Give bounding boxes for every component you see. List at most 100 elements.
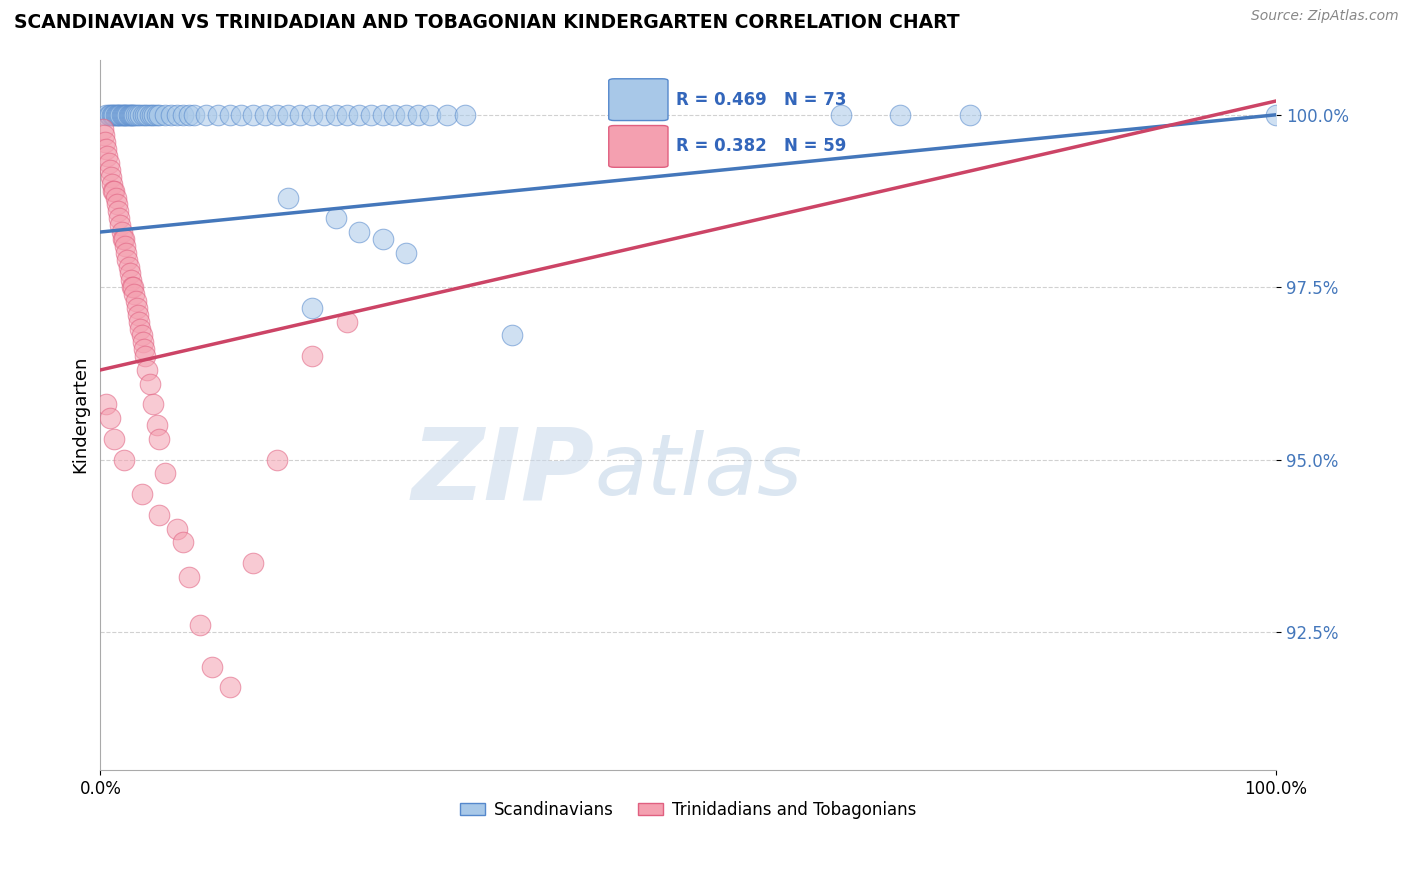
Point [395,108,418,122]
Point [141,108,163,122]
Point [132,343,155,357]
Point [112,452,135,467]
Point [110,108,132,122]
Point [436,108,458,122]
Point [103,432,125,446]
Text: Source: ZipAtlas.com: Source: ZipAtlas.com [1251,9,1399,23]
Point [97,108,120,122]
Text: ZIP: ZIP [411,423,595,520]
Point [125,301,148,315]
Point [114,239,136,253]
Point [107,108,129,122]
Point [120,273,142,287]
Point [325,108,347,122]
Point [207,108,229,122]
Point [103,184,125,198]
Point [138,376,160,391]
Point [96,108,118,122]
Point [105,108,128,122]
Point [1265,108,1288,122]
Point [253,108,276,122]
Point [138,108,160,122]
Point [347,225,370,239]
Point [110,218,132,232]
Point [108,211,131,226]
Text: SCANDINAVIAN VS TRINIDADIAN AND TOBAGONIAN KINDERGARTEN CORRELATION CHART: SCANDINAVIAN VS TRINIDADIAN AND TOBAGONI… [14,13,960,32]
Point [301,349,323,363]
Point [134,349,156,363]
Point [128,315,150,329]
Point [110,108,132,122]
Point [101,108,124,122]
Point [242,556,264,570]
Point [146,418,169,433]
Point [117,260,139,274]
Point [266,108,288,122]
Point [188,618,211,632]
Point [382,108,405,122]
Point [129,108,152,122]
Point [336,315,359,329]
Point [959,108,981,122]
Point [148,432,170,446]
Point [371,108,394,122]
Point [301,301,323,315]
Point [131,487,153,501]
Point [97,156,120,170]
Point [142,397,165,411]
Point [104,108,127,122]
Point [143,108,166,122]
Point [277,190,299,204]
Point [103,108,125,122]
Point [242,108,264,122]
Point [114,108,136,122]
Point [104,190,127,204]
Point [195,108,218,122]
Point [107,204,129,219]
Point [98,108,121,122]
Point [166,108,188,122]
Point [172,108,194,122]
Point [111,232,134,246]
Point [395,245,418,260]
Point [419,108,441,122]
Point [136,108,159,122]
Point [201,659,224,673]
Point [94,136,117,150]
Point [101,177,124,191]
Point [183,108,205,122]
Point [172,535,194,549]
Point [131,335,153,350]
Point [131,328,153,343]
Point [117,108,139,122]
Point [93,128,115,143]
Point [96,149,118,163]
Point [122,108,145,122]
Y-axis label: Kindergarten: Kindergarten [72,356,89,474]
Point [325,211,347,226]
Point [103,108,125,122]
Point [112,232,135,246]
Point [889,108,911,122]
Point [122,280,145,294]
Point [166,522,188,536]
Point [501,328,523,343]
Point [120,108,142,122]
Point [110,225,132,239]
Point [131,108,153,122]
Point [266,452,288,467]
Point [406,108,429,122]
Text: atlas: atlas [595,430,803,513]
Point [134,108,156,122]
Point [121,280,143,294]
Point [312,108,335,122]
Point [148,508,170,522]
Point [218,680,240,694]
Point [146,108,169,122]
Point [124,108,146,122]
Point [100,169,122,184]
Point [112,108,135,122]
Point [117,108,139,122]
Point [347,108,370,122]
Point [336,108,359,122]
